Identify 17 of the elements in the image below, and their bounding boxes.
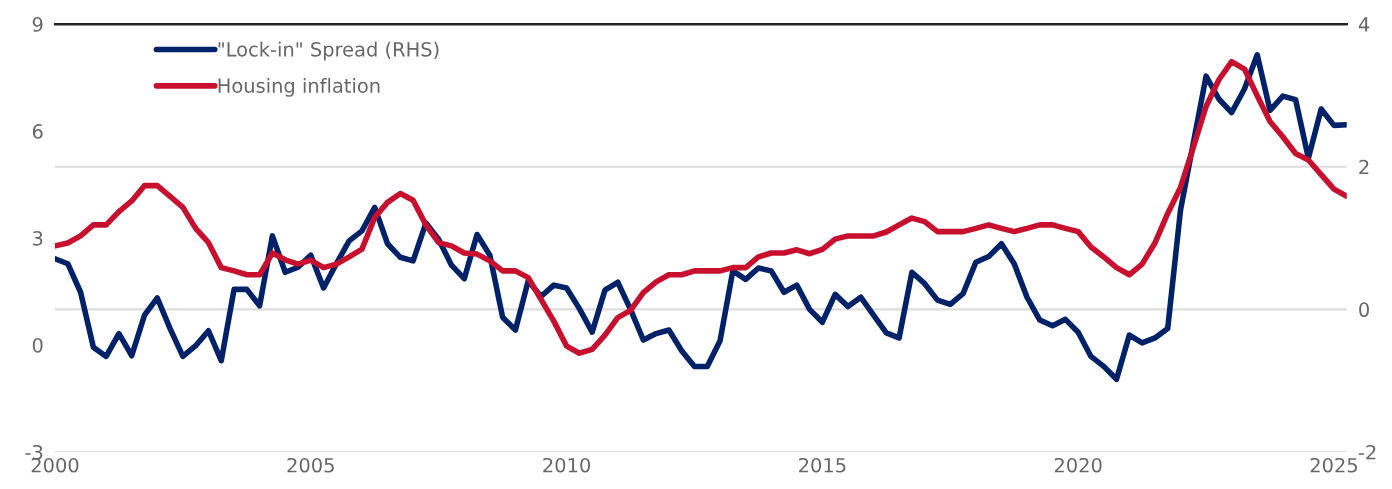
y-tick-label: 6 bbox=[32, 124, 43, 139]
y2-tick-label: -2 bbox=[1358, 444, 1376, 460]
x-tick-label: 2000 bbox=[31, 457, 79, 473]
x-tick-label: 2010 bbox=[543, 457, 591, 473]
x-tick-label: 2015 bbox=[799, 457, 846, 473]
y-tick-label: -3 bbox=[25, 444, 43, 460]
y2-tick-label: 0 bbox=[1359, 302, 1369, 318]
y-tick-label: 3 bbox=[32, 231, 43, 246]
y2-tick-label: 2 bbox=[1359, 159, 1369, 175]
y-tick-label: 9 bbox=[32, 17, 43, 32]
y2-tick-label: 4 bbox=[1358, 17, 1370, 32]
x-tick-label: 2020 bbox=[1054, 457, 1102, 473]
x-tick-label: 2005 bbox=[287, 457, 334, 473]
legend-label: "Lock-in" Spread (RHS) bbox=[218, 41, 439, 61]
x-tick-label: 2025 bbox=[1310, 457, 1358, 473]
y-tick-label: 0 bbox=[32, 337, 43, 353]
legend-label: Housing inflation bbox=[218, 77, 380, 97]
